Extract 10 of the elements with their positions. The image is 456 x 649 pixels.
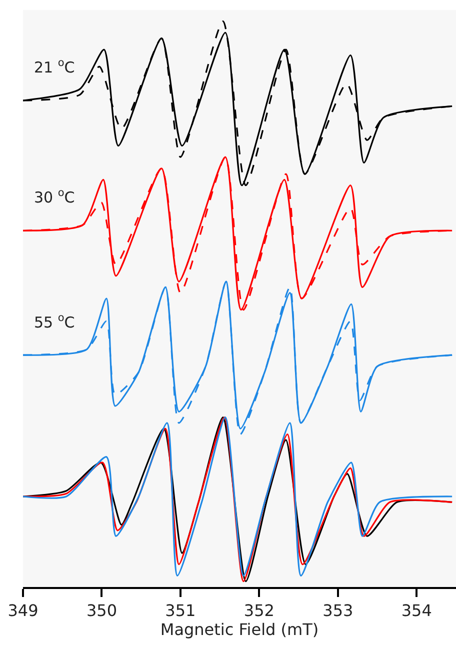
x-tick-label: 350 — [86, 601, 118, 620]
series-label: 21 $^{o}$C — [34, 57, 75, 76]
x-tick-label: 354 — [401, 601, 432, 620]
series-label: 30 $^{o}$C — [34, 187, 75, 206]
series-label: 55 $^{o}$C — [34, 312, 75, 332]
x-tick-label: 352 — [244, 601, 274, 620]
x-tick-label: 349 — [8, 601, 38, 620]
x-tick-label: 351 — [165, 601, 196, 620]
x-axis-title: Magnetic Field (mT) — [160, 620, 319, 640]
x-tick-label: 353 — [322, 601, 354, 620]
